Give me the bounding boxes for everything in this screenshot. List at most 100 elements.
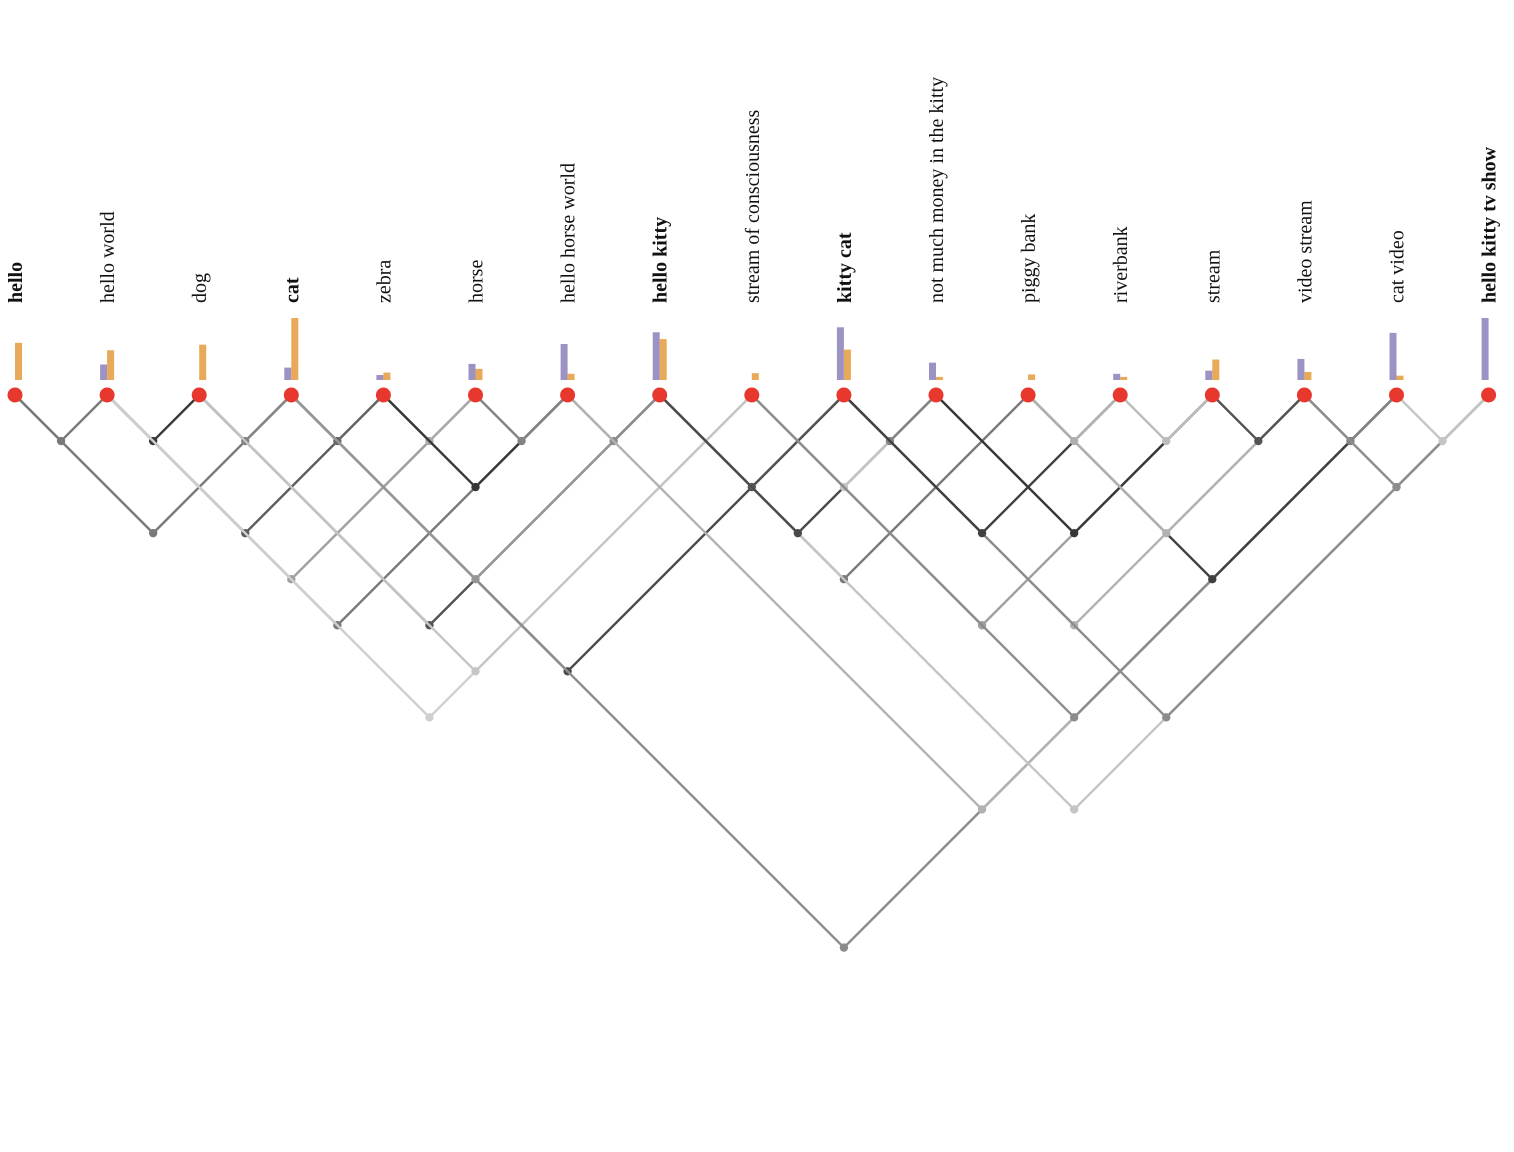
orange-bar	[1028, 374, 1036, 380]
term-label: riverbank	[1110, 226, 1132, 303]
link-4-5	[382, 394, 477, 443]
link-11-12	[1027, 394, 1122, 443]
link-9-12	[843, 394, 1122, 535]
link-0-1	[14, 394, 108, 443]
term-node[interactable]	[744, 387, 760, 403]
link-5-6	[474, 394, 569, 443]
term-label: dog	[189, 273, 211, 303]
orange-bar	[567, 373, 575, 380]
orange-bar	[1120, 376, 1128, 380]
orange-bar	[291, 318, 299, 380]
term-label: cat	[281, 277, 303, 303]
link-3-4	[290, 394, 385, 443]
term-label: hello world	[97, 211, 119, 303]
term-label: kitty cat	[834, 232, 856, 303]
link-14-15	[1303, 394, 1398, 443]
links-layer	[14, 394, 1490, 952]
purple-bar	[100, 364, 108, 380]
link-9-10	[843, 394, 937, 443]
term-node[interactable]	[468, 387, 483, 403]
purple-bar	[836, 327, 844, 380]
link-14-16	[1303, 394, 1490, 489]
link-11-14	[1027, 394, 1306, 535]
link-junction	[977, 805, 987, 814]
term-label: video stream	[1294, 200, 1316, 303]
link-8-10	[750, 394, 937, 489]
link-15-16	[1395, 394, 1490, 443]
orange-bar	[751, 373, 759, 380]
term-node[interactable]	[99, 387, 115, 403]
link-junction	[977, 528, 987, 538]
orange-bar	[15, 342, 22, 380]
link-junction	[839, 943, 849, 952]
term-node[interactable]	[1020, 387, 1036, 403]
purple-bar	[1481, 318, 1489, 380]
link-junction	[793, 528, 803, 538]
link-junction	[1254, 436, 1263, 446]
link-junction	[1162, 713, 1171, 722]
term-node[interactable]	[928, 387, 944, 403]
link-7-16	[658, 394, 1490, 812]
term-label: cat video	[1387, 230, 1409, 303]
term-label: zebra	[373, 260, 395, 303]
orange-bar	[383, 372, 391, 380]
link-junction	[471, 482, 480, 492]
link-junction	[1438, 436, 1447, 446]
term-node[interactable]	[560, 387, 576, 403]
link-junction	[1069, 528, 1079, 538]
term-label: stream	[1202, 249, 1224, 303]
link-4-6	[382, 394, 569, 489]
purple-bar	[468, 363, 476, 380]
term-node[interactable]	[1204, 387, 1220, 403]
purple-bar	[1297, 358, 1305, 380]
link-3-9	[290, 394, 845, 673]
term-label: piggy bank	[1018, 214, 1040, 303]
term-node[interactable]	[1112, 387, 1128, 403]
term-label: hello	[5, 262, 27, 303]
orange-bar	[659, 339, 667, 380]
purple-bar	[929, 362, 936, 380]
link-junction	[425, 713, 434, 722]
link-junction	[471, 575, 480, 584]
link-junction	[1392, 482, 1401, 492]
purple-bar	[1113, 373, 1121, 380]
term-label: stream of consciousness	[742, 109, 764, 303]
term-node[interactable]	[7, 387, 23, 403]
purple-bar	[1389, 332, 1397, 380]
orange-bar	[199, 344, 207, 380]
orange-bar	[1396, 375, 1404, 380]
link-7-10	[658, 394, 937, 535]
purple-bar	[376, 375, 384, 380]
orange-bar	[843, 349, 851, 380]
term-node[interactable]	[1481, 387, 1497, 403]
labels-layer: hello hello world dog cat zebra horse hello ho…	[5, 77, 1501, 303]
term-label: not much money in the kitty	[926, 77, 948, 303]
term-node[interactable]	[1389, 387, 1404, 403]
link-junction	[1162, 528, 1171, 538]
link-7-9	[658, 394, 845, 489]
link-1-4	[106, 394, 385, 535]
link-junction	[517, 436, 526, 446]
term-node[interactable]	[652, 387, 668, 403]
link-2-3	[198, 394, 293, 443]
link-junction	[471, 667, 480, 676]
term-node[interactable]	[1296, 387, 1312, 403]
link-6-15	[566, 394, 1398, 812]
orange-bar	[936, 376, 943, 380]
link-0-3	[14, 394, 293, 535]
purple-bar	[1205, 370, 1213, 380]
link-6-7	[566, 394, 661, 443]
link-13-14	[1211, 394, 1306, 443]
link-junction	[1069, 713, 1079, 722]
term-node[interactable]	[375, 387, 391, 403]
term-label: hello horse world	[558, 163, 580, 303]
link-10-13	[935, 394, 1214, 535]
term-node[interactable]	[191, 387, 207, 403]
link-junction	[1069, 805, 1079, 814]
purple-bar	[560, 344, 568, 380]
term-node[interactable]	[283, 387, 299, 403]
nodes-layer	[7, 387, 1497, 403]
term-node[interactable]	[836, 387, 852, 403]
link-junction	[148, 528, 158, 538]
